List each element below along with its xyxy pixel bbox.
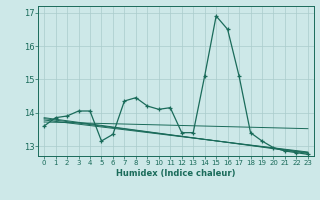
X-axis label: Humidex (Indice chaleur): Humidex (Indice chaleur) bbox=[116, 169, 236, 178]
